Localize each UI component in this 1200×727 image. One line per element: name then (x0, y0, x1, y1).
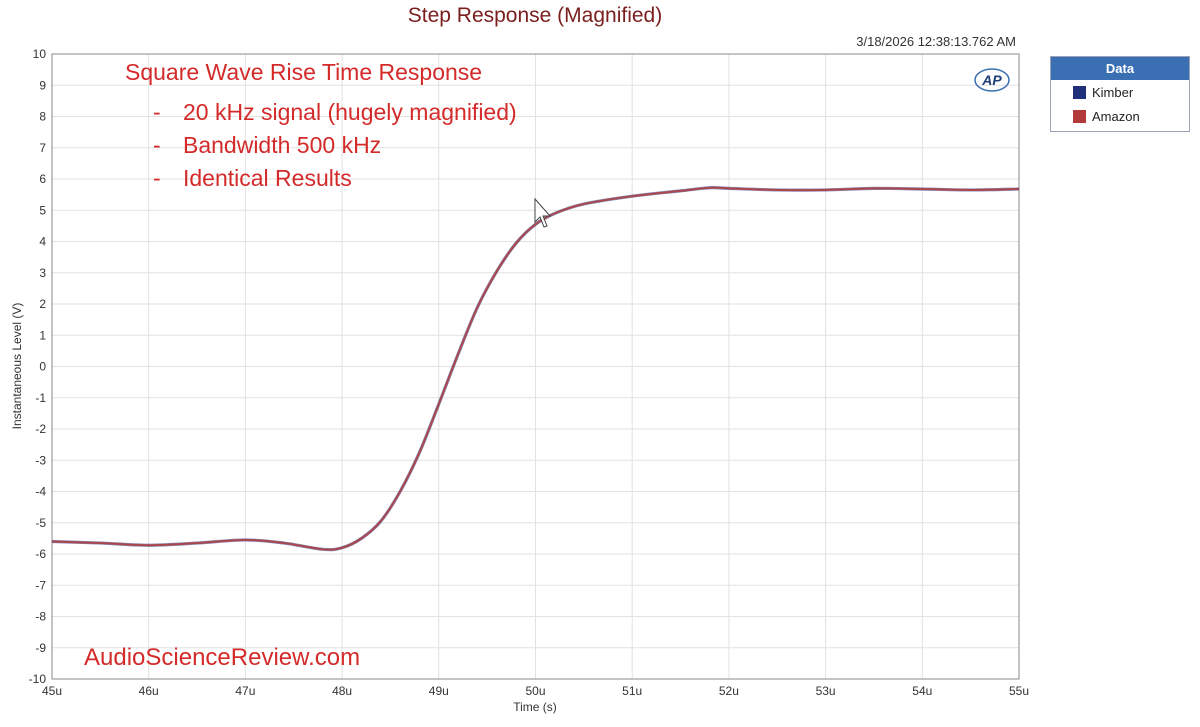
x-tick-label: 49u (429, 684, 449, 698)
x-tick-label: 53u (816, 684, 836, 698)
y-tick-label: -1 (35, 391, 46, 405)
annotation-bullet-marker: - (153, 99, 161, 125)
y-tick-label: -9 (35, 641, 46, 655)
y-tick-label: 10 (33, 47, 47, 61)
y-tick-label: 2 (39, 297, 46, 311)
y-tick-label: -8 (35, 610, 46, 624)
ap-logo-text: AP (981, 72, 1002, 88)
legend: Data Kimber Amazon (1050, 56, 1190, 132)
series-line-amazon (51, 186, 1020, 551)
legend-item-kimber[interactable]: Kimber (1051, 80, 1189, 104)
y-tick-label: 8 (39, 110, 46, 124)
x-tick-label: 48u (332, 684, 352, 698)
legend-swatch-kimber (1073, 85, 1086, 99)
y-axis-label: Instantaneous Level (V) (10, 303, 24, 430)
annotation-bullet-marker: - (153, 165, 161, 191)
timestamp: 3/18/2026 12:38:13.762 AM (856, 34, 1016, 49)
x-tick-label: 54u (912, 684, 932, 698)
x-tick-label: 45u (42, 684, 62, 698)
y-tick-label: 1 (39, 328, 46, 342)
y-tick-label: -10 (29, 672, 47, 686)
legend-label-kimber: Kimber (1092, 84, 1134, 100)
watermark: AudioScienceReview.com (84, 644, 360, 671)
annotation-bullet-text: Bandwidth 500 kHz (183, 132, 381, 158)
ap-logo-icon: AP (974, 68, 1010, 92)
legend-swatch-amazon (1073, 109, 1086, 123)
annotation-bullet-text: Identical Results (183, 165, 352, 191)
y-tick-label: 7 (39, 141, 46, 155)
legend-label-amazon: Amazon (1092, 108, 1140, 124)
y-tick-label: -3 (35, 453, 46, 467)
y-tick-label: -4 (35, 485, 46, 499)
mouse-cursor-icon (534, 197, 552, 228)
x-tick-label: 50u (525, 684, 545, 698)
annotation-bullets: -20 kHz signal (hugely magnified)- Bandwi… (153, 99, 517, 191)
legend-title: Data (1051, 57, 1189, 80)
y-tick-label: 4 (39, 235, 46, 249)
y-tick-label: 5 (39, 203, 46, 217)
x-tick-label: 47u (235, 684, 255, 698)
annotation-bullet-text: 20 kHz signal (hugely magnified) (183, 99, 517, 125)
series-lines (51, 186, 1020, 552)
y-tick-label: -6 (35, 547, 46, 561)
y-tick-label: -7 (35, 578, 46, 592)
y-tick-label: 3 (39, 266, 46, 280)
y-tick-label: 9 (39, 78, 46, 92)
x-tick-label: 46u (139, 684, 159, 698)
x-tick-label: 52u (719, 684, 739, 698)
x-tick-label: 55u (1009, 684, 1029, 698)
annotation-bullet-marker: - (153, 132, 161, 158)
x-axis-label: Time (s) (513, 700, 557, 714)
y-tick-label: 0 (39, 360, 46, 374)
y-tick-label: 6 (39, 172, 46, 186)
legend-item-amazon[interactable]: Amazon (1051, 104, 1189, 128)
y-tick-label: -5 (35, 516, 46, 530)
annotation-heading: Square Wave Rise Time Response (125, 59, 482, 85)
chart-title: Step Response (Magnified) (407, 4, 663, 27)
x-axis-ticks: 45u 46u 47u 48u 49u 50u 51u 52u 53u 54u 55u (42, 684, 1029, 698)
plot-area (51, 53, 1020, 680)
y-tick-label: -2 (35, 422, 46, 436)
x-tick-label: 51u (622, 684, 642, 698)
